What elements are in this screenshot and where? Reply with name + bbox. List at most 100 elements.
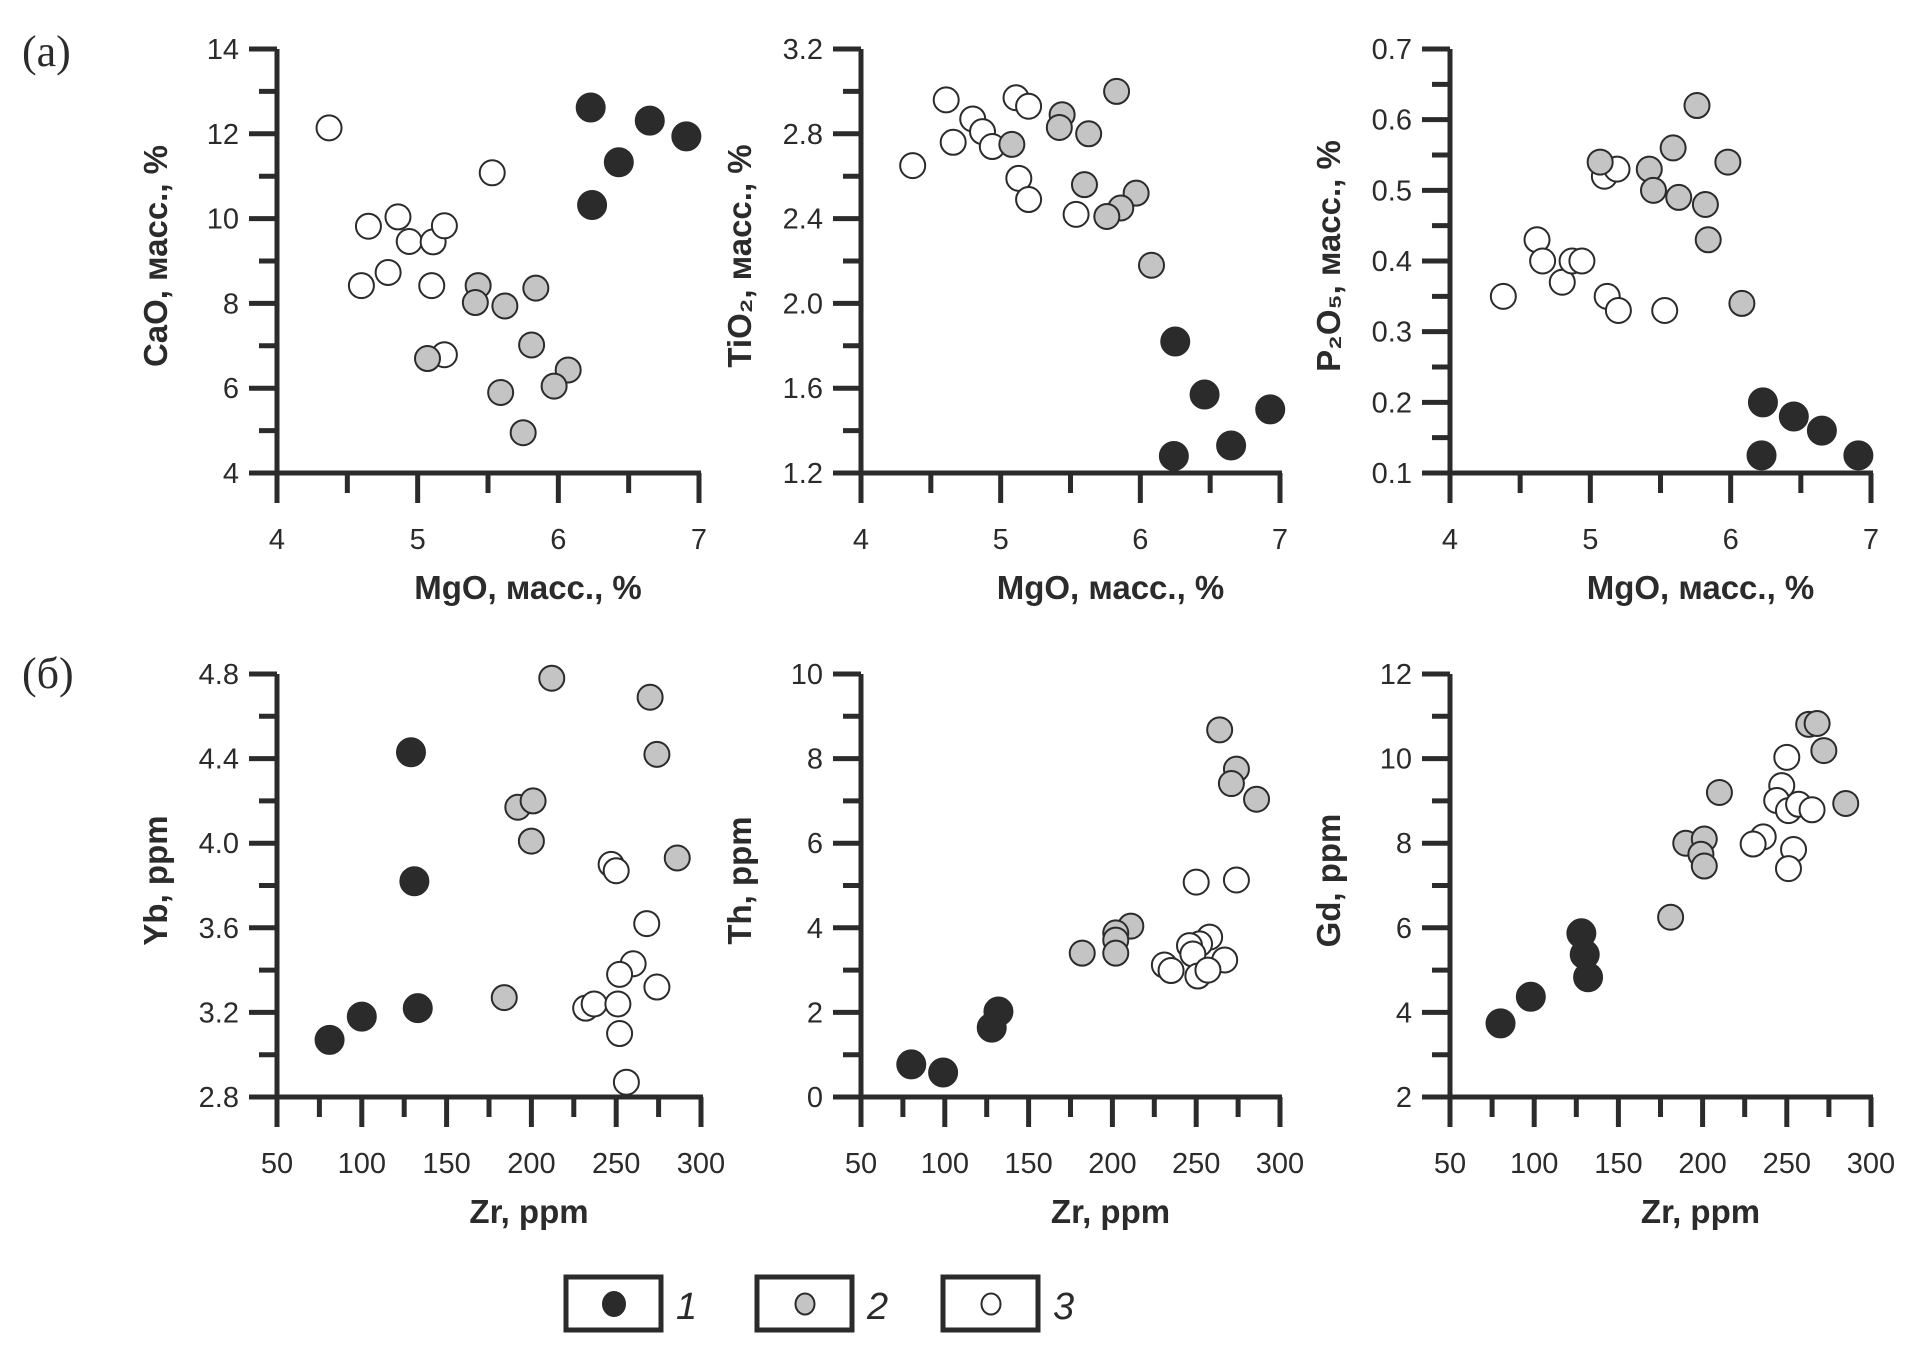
x-axis-title: MgO, масс., % <box>414 569 642 606</box>
y-tick-label: 0.6 <box>1372 105 1412 137</box>
y-axis-title: Yb, ppm <box>137 815 174 945</box>
y-tick-label: 0.5 <box>1372 175 1412 207</box>
x-tick-label: 50 <box>261 1148 293 1180</box>
y-tick-label: 3.2 <box>783 34 823 66</box>
y-tick-label: 2 <box>1396 1082 1412 1114</box>
scatter-panel-3: 0.1 0.2 0.3 0.4 0.5 0.6 0.7 4 5 6 7 MgO, масс., % P₂… <box>1310 34 1879 606</box>
series-3 <box>899 84 1090 228</box>
data-point-gray <box>519 787 547 815</box>
legend-box <box>754 1274 855 1333</box>
data-point-gray <box>1068 939 1096 967</box>
data-point-black <box>1158 441 1189 472</box>
data-point-gray <box>1705 778 1733 806</box>
x-axis-title: Zr, ppm <box>1641 1193 1760 1230</box>
x-tick-label: 300 <box>1847 1148 1895 1180</box>
y-tick-label: 8 <box>223 288 239 320</box>
series-2 <box>1068 716 1271 967</box>
scatter-panel-4: 2.8 3.2 3.6 4.0 4.4 4.8 50 100 150 200 250 300 Zr, p… <box>137 659 725 1230</box>
data-point-gray <box>1665 183 1693 211</box>
x-tick-label: 150 <box>1594 1148 1642 1180</box>
data-point-black <box>1189 379 1220 410</box>
panel-label-a: (a) <box>22 27 71 76</box>
data-point-open <box>1651 296 1679 324</box>
data-point-open <box>1222 866 1250 894</box>
data-point-gray <box>1243 785 1271 813</box>
data-point-gray <box>1691 190 1719 218</box>
y-axis-title: Th, ppm <box>721 816 758 944</box>
legend-marker-black <box>602 1291 626 1317</box>
y-tick-label: 6 <box>223 373 239 405</box>
scatter-panel-6: 2 4 6 8 10 12 50 100 150 200 250 300 Zr, ppm Gd, ppm <box>1310 659 1895 1230</box>
y-tick-label: 10 <box>1380 744 1412 776</box>
data-point-gray <box>1657 903 1685 931</box>
data-point-open <box>1604 296 1632 324</box>
y-tick-label: 0.7 <box>1372 34 1412 66</box>
x-axis-title: Zr, ppm <box>1051 1193 1170 1230</box>
legend-item-1: 1 <box>563 1274 697 1333</box>
series-1 <box>314 737 433 1055</box>
data-point-gray <box>1832 789 1860 817</box>
y-tick-label: 4 <box>807 913 823 945</box>
data-point-gray <box>1694 226 1722 254</box>
data-point-black <box>1778 401 1809 432</box>
data-point-gray <box>1102 939 1130 967</box>
data-point-gray <box>1045 113 1073 141</box>
x-tick-label: 100 <box>921 1148 969 1180</box>
data-point-open <box>939 128 967 156</box>
x-tick-label: 100 <box>1510 1148 1558 1180</box>
data-point-open <box>612 1068 640 1096</box>
data-point-open <box>354 212 382 240</box>
y-axis-title: TiO₂, масс., % <box>721 144 758 367</box>
data-point-gray <box>663 844 691 872</box>
data-point-open <box>1489 282 1517 310</box>
data-point-gray <box>1138 251 1166 279</box>
data-point-open <box>1062 200 1090 228</box>
data-point-open <box>374 258 402 286</box>
x-tick-label: 200 <box>507 1148 555 1180</box>
data-point-black <box>399 866 430 897</box>
y-tick-label: 2.4 <box>783 204 823 236</box>
data-point-gray <box>1206 716 1234 744</box>
y-tick-label: 8 <box>1396 828 1412 860</box>
data-point-black <box>1515 981 1546 1012</box>
data-point-open <box>1529 247 1557 275</box>
scatter-panel-2: 1.2 1.6 2.0 2.4 2.8 3.2 4 5 6 7 MgO, масс., % TiO₂,… <box>721 34 1288 606</box>
data-point-open <box>395 227 423 255</box>
data-point-black <box>577 190 608 221</box>
series-1 <box>1158 326 1286 472</box>
data-point-gray <box>636 683 664 711</box>
data-point-open <box>1182 868 1210 896</box>
legend-box <box>940 1274 1041 1333</box>
data-point-black <box>1216 430 1247 461</box>
x-tick-label: 5 <box>993 524 1009 556</box>
x-tick-label: 4 <box>1442 524 1458 556</box>
y-tick-label: 0.3 <box>1372 317 1412 349</box>
data-point-black <box>896 1049 927 1080</box>
data-point-open <box>580 990 608 1018</box>
data-point-open <box>606 1020 634 1048</box>
data-point-open <box>1015 186 1043 214</box>
data-point-gray <box>487 378 515 406</box>
data-point-black <box>634 105 665 136</box>
x-tick-label: 50 <box>1434 1148 1466 1180</box>
x-tick-label: 250 <box>1172 1148 1220 1180</box>
data-point-gray <box>1075 120 1103 148</box>
y-tick-label: 1.6 <box>783 373 823 405</box>
y-tick-label: 2.0 <box>783 288 823 320</box>
y-tick-label: 8 <box>807 744 823 776</box>
y-tick-label: 4.4 <box>199 744 239 776</box>
data-point-open <box>1015 92 1043 120</box>
data-point-gray <box>1070 171 1098 199</box>
x-axis-title: Zr, ppm <box>469 1193 588 1230</box>
data-point-gray <box>490 984 518 1012</box>
data-point-black <box>1255 394 1286 425</box>
data-point-gray <box>461 289 489 317</box>
data-point-gray <box>1659 134 1687 162</box>
data-point-gray <box>1639 176 1667 204</box>
data-point-open <box>418 272 446 300</box>
series-2 <box>1586 92 1756 317</box>
data-point-gray <box>1690 852 1718 880</box>
y-tick-label: 0 <box>807 1082 823 1114</box>
series-3 <box>1739 743 1826 883</box>
